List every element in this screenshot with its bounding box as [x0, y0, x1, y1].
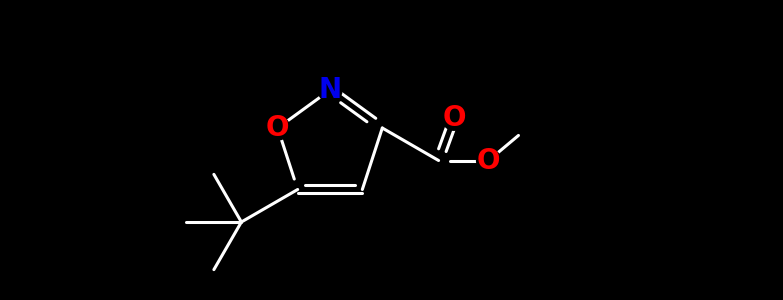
- Circle shape: [265, 116, 290, 140]
- Text: O: O: [442, 104, 466, 132]
- Text: O: O: [266, 114, 290, 142]
- Circle shape: [442, 106, 466, 130]
- Text: N: N: [319, 76, 341, 104]
- Circle shape: [318, 78, 342, 102]
- Circle shape: [477, 148, 500, 172]
- Text: O: O: [477, 146, 500, 175]
